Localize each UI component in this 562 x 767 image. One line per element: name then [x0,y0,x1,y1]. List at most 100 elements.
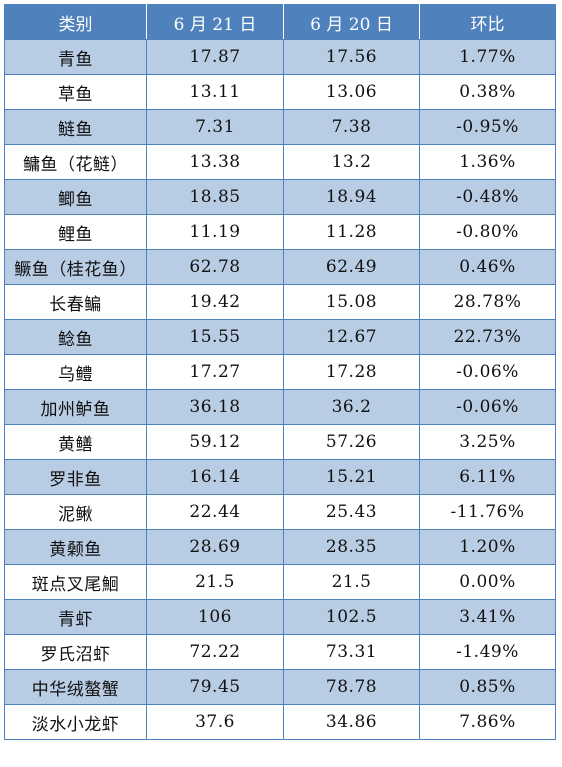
change-cell: -0.80% [419,214,556,250]
table-row: 鲤鱼 11.19 11.28 -0.80% [4,214,556,250]
change-cell: 1.36% [419,144,556,180]
category-cell: 罗非鱼 [4,459,147,495]
change-cell: -0.95% [419,109,556,145]
category-cell: 黄颡鱼 [4,529,147,565]
price-jun-20-cell: 17.56 [283,39,420,75]
category-cell: 草鱼 [4,74,147,110]
price-jun-20-cell: 73.31 [283,634,420,670]
table-header: 类别 6 月 21 日 6 月 20 日 环比 [4,4,556,40]
change-cell: 3.41% [419,599,556,635]
category-cell: 青虾 [4,599,147,635]
price-jun-20-cell: 78.78 [283,669,420,705]
price-jun-20-cell: 21.5 [283,564,420,600]
price-jun-20-cell: 17.28 [283,354,420,390]
table-row: 鲫鱼 18.85 18.94 -0.48% [4,179,556,215]
change-cell: 28.78% [419,284,556,320]
table-row: 罗氏沼虾 72.22 73.31 -1.49% [4,634,556,670]
category-cell: 泥鳅 [4,494,147,530]
price-jun-21-cell: 13.38 [146,144,284,180]
price-jun-21-cell: 16.14 [146,459,284,495]
price-jun-20-cell: 15.08 [283,284,420,320]
price-jun-20-cell: 13.06 [283,74,420,110]
price-jun-21-cell: 21.5 [146,564,284,600]
table-row: 青鱼 17.87 17.56 1.77% [4,39,556,75]
table-row: 黄颡鱼 28.69 28.35 1.20% [4,529,556,565]
category-cell: 鲢鱼 [4,109,147,145]
change-cell: 0.38% [419,74,556,110]
table-body: 青鱼 17.87 17.56 1.77% 草鱼 13.11 13.06 0.38% 鲢鱼 7.31… [4,39,556,740]
table-row: 鳜鱼（桂花鱼） 62.78 62.49 0.46% [4,249,556,285]
price-jun-21-cell: 62.78 [146,249,284,285]
price-jun-21-cell: 18.85 [146,179,284,215]
price-jun-21-cell: 59.12 [146,424,284,460]
change-cell: 1.20% [419,529,556,565]
price-jun-21-cell: 17.27 [146,354,284,390]
price-jun-21-cell: 17.87 [146,39,284,75]
category-cell: 黄鳝 [4,424,147,460]
price-jun-21-cell: 19.42 [146,284,284,320]
change-cell: 6.11% [419,459,556,495]
change-cell: -0.48% [419,179,556,215]
category-cell: 长春鳊 [4,284,147,320]
table-row: 罗非鱼 16.14 15.21 6.11% [4,459,556,495]
price-jun-21-cell: 15.55 [146,319,284,355]
table-row: 泥鳅 22.44 25.43 -11.76% [4,494,556,530]
price-jun-21-cell: 79.45 [146,669,284,705]
header-row: 类别 6 月 21 日 6 月 20 日 环比 [4,4,556,40]
change-cell: -1.49% [419,634,556,670]
category-cell: 鲤鱼 [4,214,147,250]
table-row: 鳙鱼（花鲢） 13.38 13.2 1.36% [4,144,556,180]
header-date-jun-20: 6 月 20 日 [283,4,420,40]
price-jun-20-cell: 102.5 [283,599,420,635]
price-jun-20-cell: 18.94 [283,179,420,215]
price-jun-20-cell: 12.67 [283,319,420,355]
price-jun-21-cell: 22.44 [146,494,284,530]
price-jun-21-cell: 7.31 [146,109,284,145]
price-jun-20-cell: 15.21 [283,459,420,495]
category-cell: 淡水小龙虾 [4,704,147,740]
price-jun-21-cell: 106 [146,599,284,635]
category-cell: 鳙鱼（花鲢） [4,144,147,180]
price-jun-21-cell: 36.18 [146,389,284,425]
category-cell: 中华绒螯蟹 [4,669,147,705]
change-cell: 7.86% [419,704,556,740]
change-cell: -0.06% [419,354,556,390]
category-cell: 罗氏沼虾 [4,634,147,670]
change-cell: -11.76% [419,494,556,530]
price-jun-21-cell: 37.6 [146,704,284,740]
table-row: 长春鳊 19.42 15.08 28.78% [4,284,556,320]
price-jun-20-cell: 25.43 [283,494,420,530]
table-row: 鲶鱼 15.55 12.67 22.73% [4,319,556,355]
category-cell: 鳜鱼（桂花鱼） [4,249,147,285]
price-jun-21-cell: 13.11 [146,74,284,110]
fish-price-table: 类别 6 月 21 日 6 月 20 日 环比 青鱼 17.87 17.56 1.77… [4,4,556,740]
price-jun-20-cell: 34.86 [283,704,420,740]
price-jun-20-cell: 62.49 [283,249,420,285]
change-cell: -0.06% [419,389,556,425]
table-row: 斑点叉尾鮰 21.5 21.5 0.00% [4,564,556,600]
change-cell: 1.77% [419,39,556,75]
table-row: 乌鳢 17.27 17.28 -0.06% [4,354,556,390]
price-table-container: 类别 6 月 21 日 6 月 20 日 环比 青鱼 17.87 17.56 1.77… [4,4,556,740]
table-row: 青虾 106 102.5 3.41% [4,599,556,635]
price-jun-20-cell: 11.28 [283,214,420,250]
category-cell: 加州鲈鱼 [4,389,147,425]
header-change: 环比 [419,4,556,40]
table-row: 鲢鱼 7.31 7.38 -0.95% [4,109,556,145]
header-category: 类别 [4,4,147,40]
table-row: 黄鳝 59.12 57.26 3.25% [4,424,556,460]
table-row: 中华绒螯蟹 79.45 78.78 0.85% [4,669,556,705]
change-cell: 3.25% [419,424,556,460]
price-jun-20-cell: 13.2 [283,144,420,180]
price-jun-21-cell: 28.69 [146,529,284,565]
change-cell: 0.85% [419,669,556,705]
change-cell: 0.46% [419,249,556,285]
change-cell: 0.00% [419,564,556,600]
price-jun-20-cell: 7.38 [283,109,420,145]
change-cell: 22.73% [419,319,556,355]
table-row: 草鱼 13.11 13.06 0.38% [4,74,556,110]
price-jun-20-cell: 28.35 [283,529,420,565]
table-row: 淡水小龙虾 37.6 34.86 7.86% [4,704,556,740]
price-jun-20-cell: 36.2 [283,389,420,425]
price-jun-20-cell: 57.26 [283,424,420,460]
